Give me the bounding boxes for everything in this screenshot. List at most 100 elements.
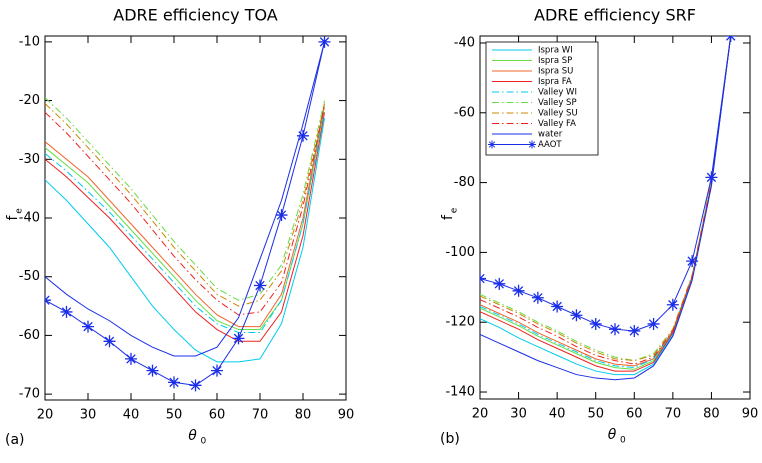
star-marker bbox=[512, 284, 525, 297]
series-line bbox=[480, 36, 732, 332]
panel: ADRE efficiency SRF 20 30 40 50 60 70 80 90 -140 -… bbox=[440, 6, 758, 448]
y-axis-label: f bbox=[5, 214, 21, 220]
star-marker bbox=[589, 317, 602, 330]
x-tick-label: 80 bbox=[703, 407, 720, 422]
star-marker bbox=[724, 36, 737, 42]
legend-label: Ispra SP bbox=[538, 56, 572, 66]
star-marker bbox=[705, 171, 718, 184]
x-tick-label: 30 bbox=[80, 408, 97, 423]
star-marker bbox=[232, 332, 245, 345]
panel-label: (b) bbox=[440, 431, 460, 447]
star-marker bbox=[551, 300, 564, 313]
y-tick-label: -20 bbox=[19, 93, 40, 108]
x-tick-label: 60 bbox=[626, 407, 643, 422]
star-marker bbox=[60, 305, 73, 318]
x-tick-label: 90 bbox=[742, 407, 759, 422]
x-axis-label: θ bbox=[188, 428, 197, 444]
series-line bbox=[480, 36, 732, 381]
series-line bbox=[480, 36, 732, 372]
x-axis-label-sub: 0 bbox=[620, 436, 626, 446]
x-axis-label: θ bbox=[608, 427, 617, 443]
legend-label: Valley SP bbox=[538, 98, 577, 108]
series-line bbox=[480, 36, 732, 362]
star-marker bbox=[686, 255, 699, 268]
plot-area bbox=[480, 36, 737, 381]
legend-star bbox=[528, 140, 536, 149]
star-marker bbox=[146, 364, 159, 377]
series-line bbox=[45, 112, 325, 342]
series-line bbox=[480, 36, 732, 376]
series-line bbox=[480, 36, 732, 365]
legend-label: Valley SU bbox=[538, 109, 578, 119]
series-line bbox=[45, 118, 325, 363]
series-line bbox=[480, 36, 732, 369]
star-marker bbox=[666, 298, 679, 311]
x-tick-label: 70 bbox=[252, 408, 269, 423]
y-axis-label-sub: e bbox=[450, 207, 460, 213]
star-marker bbox=[297, 129, 309, 142]
star-marker bbox=[275, 209, 288, 222]
legend-label: Valley FA bbox=[538, 119, 576, 129]
x-tick-label: 80 bbox=[295, 408, 312, 423]
star-marker bbox=[318, 36, 331, 48]
legend-label: Ispra FA bbox=[538, 77, 572, 87]
series-line bbox=[45, 103, 325, 328]
plot-frame bbox=[44, 35, 347, 401]
y-tick-label: -60 bbox=[19, 328, 40, 343]
x-tick-label: 20 bbox=[472, 407, 489, 422]
star-marker bbox=[628, 324, 641, 337]
y-tick-label: -30 bbox=[19, 152, 40, 167]
y-tick-label: -40 bbox=[454, 35, 475, 50]
legend-label: AAOT bbox=[538, 140, 562, 150]
plot-area bbox=[45, 36, 331, 392]
x-tick-label: 70 bbox=[665, 407, 682, 422]
panel-label: (a) bbox=[5, 432, 25, 448]
legend-star bbox=[488, 140, 496, 149]
chart-title: ADRE efficiency TOA bbox=[113, 6, 278, 25]
x-tick-label: 50 bbox=[587, 407, 604, 422]
legend-label: Ispra WI bbox=[538, 46, 573, 56]
panel: ADRE efficiency TOA 20 30 40 50 60 70 80 90 -70 -6… bbox=[5, 6, 354, 449]
series-line bbox=[45, 106, 325, 316]
y-tick-label: -140 bbox=[445, 385, 475, 400]
chart-title: ADRE efficiency SRF bbox=[534, 6, 696, 25]
y-tick-label: -40 bbox=[19, 211, 40, 226]
star-marker bbox=[125, 352, 137, 365]
star-marker bbox=[82, 320, 94, 333]
star-marker bbox=[647, 317, 660, 330]
star-marker bbox=[45, 294, 51, 307]
series-line bbox=[45, 103, 325, 307]
y-tick-label: -10 bbox=[19, 34, 40, 49]
y-tick-label: -50 bbox=[19, 269, 40, 284]
star-marker bbox=[609, 323, 621, 336]
x-tick-label: 40 bbox=[549, 407, 566, 422]
legend-label: water bbox=[538, 130, 563, 140]
y-tick-label: -80 bbox=[454, 175, 475, 190]
star-marker bbox=[493, 277, 506, 290]
x-tick-label: 90 bbox=[338, 408, 355, 423]
legend-label: Valley WI bbox=[538, 88, 577, 98]
x-tick-label: 50 bbox=[166, 408, 183, 423]
series-line bbox=[480, 36, 732, 362]
series-line bbox=[45, 109, 325, 333]
y-axis-label: f bbox=[440, 214, 456, 220]
y-tick-label: -60 bbox=[454, 105, 475, 120]
star-marker bbox=[168, 376, 180, 389]
series-line bbox=[45, 97, 325, 301]
star-marker bbox=[531, 291, 544, 304]
series-line bbox=[45, 41, 325, 386]
y-tick-label: -70 bbox=[19, 387, 40, 402]
y-tick-label: -120 bbox=[445, 315, 475, 330]
legend-label: Ispra SU bbox=[538, 67, 573, 77]
star-marker bbox=[570, 309, 583, 322]
series-line bbox=[45, 41, 325, 357]
star-marker bbox=[103, 335, 116, 348]
x-axis-label-sub: 0 bbox=[201, 437, 207, 447]
star-marker bbox=[211, 364, 223, 377]
y-axis-label-sub: e bbox=[15, 208, 25, 214]
star-marker bbox=[480, 272, 486, 285]
x-tick-label: 20 bbox=[37, 408, 54, 423]
y-tick-label: -100 bbox=[445, 245, 475, 260]
